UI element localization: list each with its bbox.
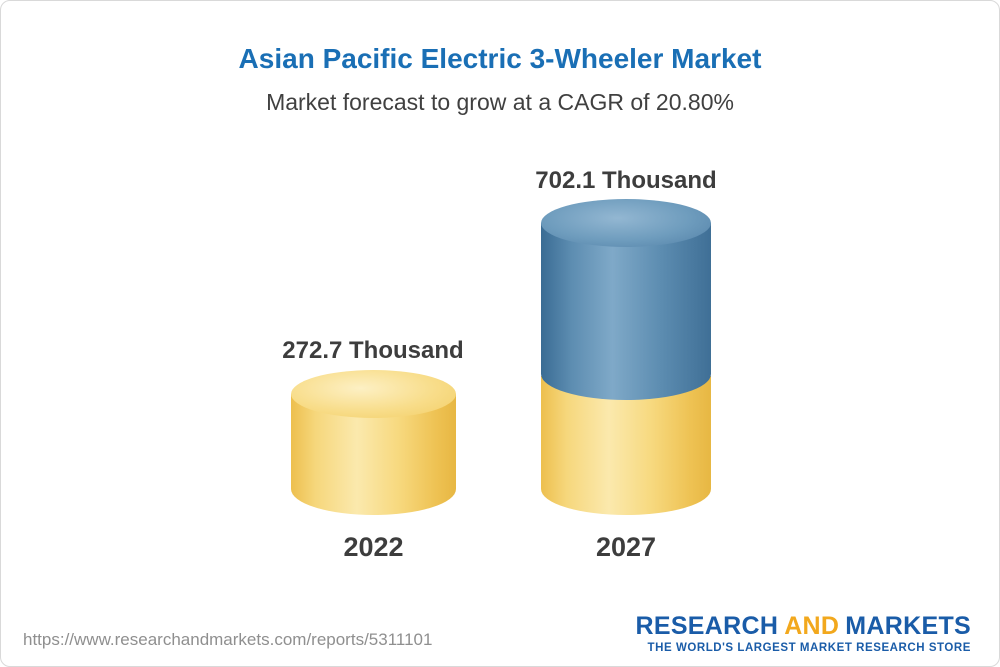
axis-label-2022: 2022 [343, 532, 404, 562]
logo-wordmark: RESEARCH AND MARKETS [636, 613, 972, 639]
bar-2027-growth-segment [541, 223, 711, 400]
bar-2022-top-ellipse [291, 370, 456, 418]
logo-word-and: AND [784, 611, 840, 640]
logo-word-research: RESEARCH [635, 611, 779, 640]
value-label-2027: 702.1 Thousand [535, 167, 717, 194]
value-label-2022: 272.7 Thousand [282, 337, 464, 364]
axis-label-2027: 2027 [595, 532, 657, 562]
chart-subtitle: Market forecast to grow at a CAGR of 20.… [266, 89, 734, 115]
logo-word-markets: MARKETS [845, 611, 971, 640]
research-and-markets-logo: RESEARCH AND MARKETS THE WORLD'S LARGEST M… [636, 613, 972, 654]
report-url: https://www.researchandmarkets.com/repor… [23, 630, 433, 649]
chart-title: Asian Pacific Electric 3-Wheeler Market [238, 43, 762, 74]
logo-tagline: THE WORLD'S LARGEST MARKET RESEARCH STOR… [647, 642, 971, 654]
bar-2027-top-ellipse [541, 199, 711, 247]
